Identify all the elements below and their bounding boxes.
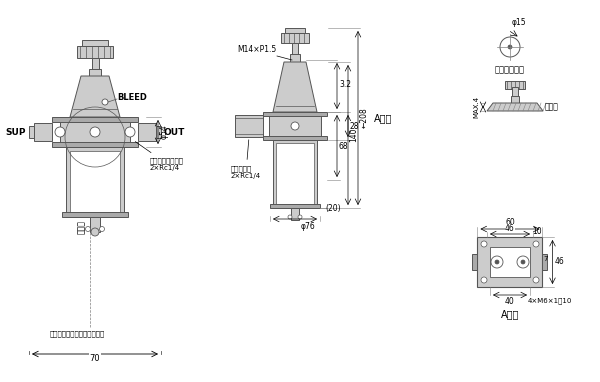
- Text: 左回転にて開、右回転にて閉: 左回転にて開、右回転にて閉: [50, 331, 105, 337]
- Circle shape: [298, 215, 302, 219]
- Bar: [273, 140, 317, 208]
- Bar: [263, 112, 327, 116]
- Text: BLEED: BLEED: [117, 92, 147, 102]
- Text: 46: 46: [505, 224, 515, 233]
- Bar: [34, 123, 52, 141]
- Text: ←208: ←208: [360, 108, 369, 128]
- Polygon shape: [273, 62, 317, 112]
- Bar: [512, 87, 518, 97]
- Text: φ54: φ54: [160, 125, 169, 139]
- Text: 60: 60: [505, 218, 515, 227]
- Bar: [511, 96, 519, 103]
- Circle shape: [125, 127, 135, 137]
- Bar: [269, 112, 321, 140]
- Bar: [70, 151, 120, 213]
- Bar: [505, 81, 525, 89]
- Bar: [77, 46, 113, 58]
- Bar: [263, 136, 327, 140]
- Text: 46: 46: [554, 257, 564, 267]
- Text: SUP: SUP: [5, 128, 26, 136]
- Bar: [281, 33, 309, 43]
- Circle shape: [100, 227, 104, 231]
- Text: A矢視: A矢視: [501, 309, 519, 319]
- Circle shape: [481, 277, 487, 283]
- Bar: [472, 254, 478, 270]
- Text: 140: 140: [349, 128, 358, 142]
- Text: φ76: φ76: [301, 222, 316, 230]
- Bar: [270, 204, 320, 208]
- Bar: [92, 58, 98, 70]
- Bar: [82, 40, 108, 46]
- Text: ドレン: ドレン: [77, 220, 86, 234]
- Bar: [156, 126, 161, 138]
- Text: 10: 10: [533, 227, 542, 236]
- Bar: [290, 54, 300, 62]
- Bar: [138, 123, 156, 141]
- Text: MAX.4: MAX.4: [473, 96, 479, 118]
- Circle shape: [90, 127, 100, 137]
- Text: 3.2: 3.2: [339, 79, 351, 89]
- Circle shape: [521, 260, 525, 264]
- Bar: [89, 69, 101, 76]
- Circle shape: [481, 241, 487, 247]
- Bar: [235, 115, 263, 137]
- Circle shape: [91, 228, 99, 236]
- Text: 28: 28: [350, 121, 359, 131]
- Bar: [478, 237, 542, 287]
- Circle shape: [508, 45, 512, 49]
- Circle shape: [288, 215, 292, 219]
- Text: 圧力計接続ポート
2×Rc1/4: 圧力計接続ポート 2×Rc1/4: [135, 142, 184, 171]
- Text: 4×M6×1淲10: 4×M6×1淲10: [528, 297, 572, 304]
- Text: φ15: φ15: [512, 18, 527, 27]
- Bar: [60, 117, 130, 147]
- Bar: [62, 212, 128, 217]
- Bar: [52, 117, 138, 122]
- Circle shape: [102, 99, 108, 105]
- Circle shape: [55, 127, 65, 137]
- Circle shape: [491, 256, 503, 268]
- Bar: [276, 143, 314, 205]
- Bar: [52, 142, 138, 147]
- Polygon shape: [487, 103, 543, 111]
- Bar: [490, 247, 530, 277]
- Text: 70: 70: [89, 354, 100, 363]
- Bar: [90, 217, 100, 232]
- Bar: [285, 28, 305, 33]
- Circle shape: [291, 122, 299, 130]
- Text: パネル取付穴: パネル取付穴: [495, 65, 525, 74]
- Circle shape: [517, 256, 529, 268]
- Circle shape: [533, 277, 539, 283]
- Bar: [291, 208, 299, 220]
- Text: パネル: パネル: [545, 102, 559, 112]
- Text: (20): (20): [325, 204, 341, 212]
- Text: M14×P1.5: M14×P1.5: [238, 45, 277, 54]
- Bar: [66, 147, 124, 217]
- Text: OUT: OUT: [164, 128, 185, 136]
- Circle shape: [495, 260, 499, 264]
- Bar: [542, 254, 547, 270]
- Text: A矢視: A矢視: [374, 113, 392, 123]
- Text: 68: 68: [339, 141, 349, 151]
- Bar: [29, 126, 34, 138]
- Bar: [292, 43, 298, 55]
- Text: 7: 7: [544, 256, 548, 262]
- Circle shape: [533, 241, 539, 247]
- Text: 40: 40: [505, 297, 515, 306]
- Polygon shape: [70, 76, 120, 117]
- Circle shape: [86, 227, 91, 231]
- Text: 接続ポート
2×Rc1/4: 接続ポート 2×Rc1/4: [231, 140, 261, 179]
